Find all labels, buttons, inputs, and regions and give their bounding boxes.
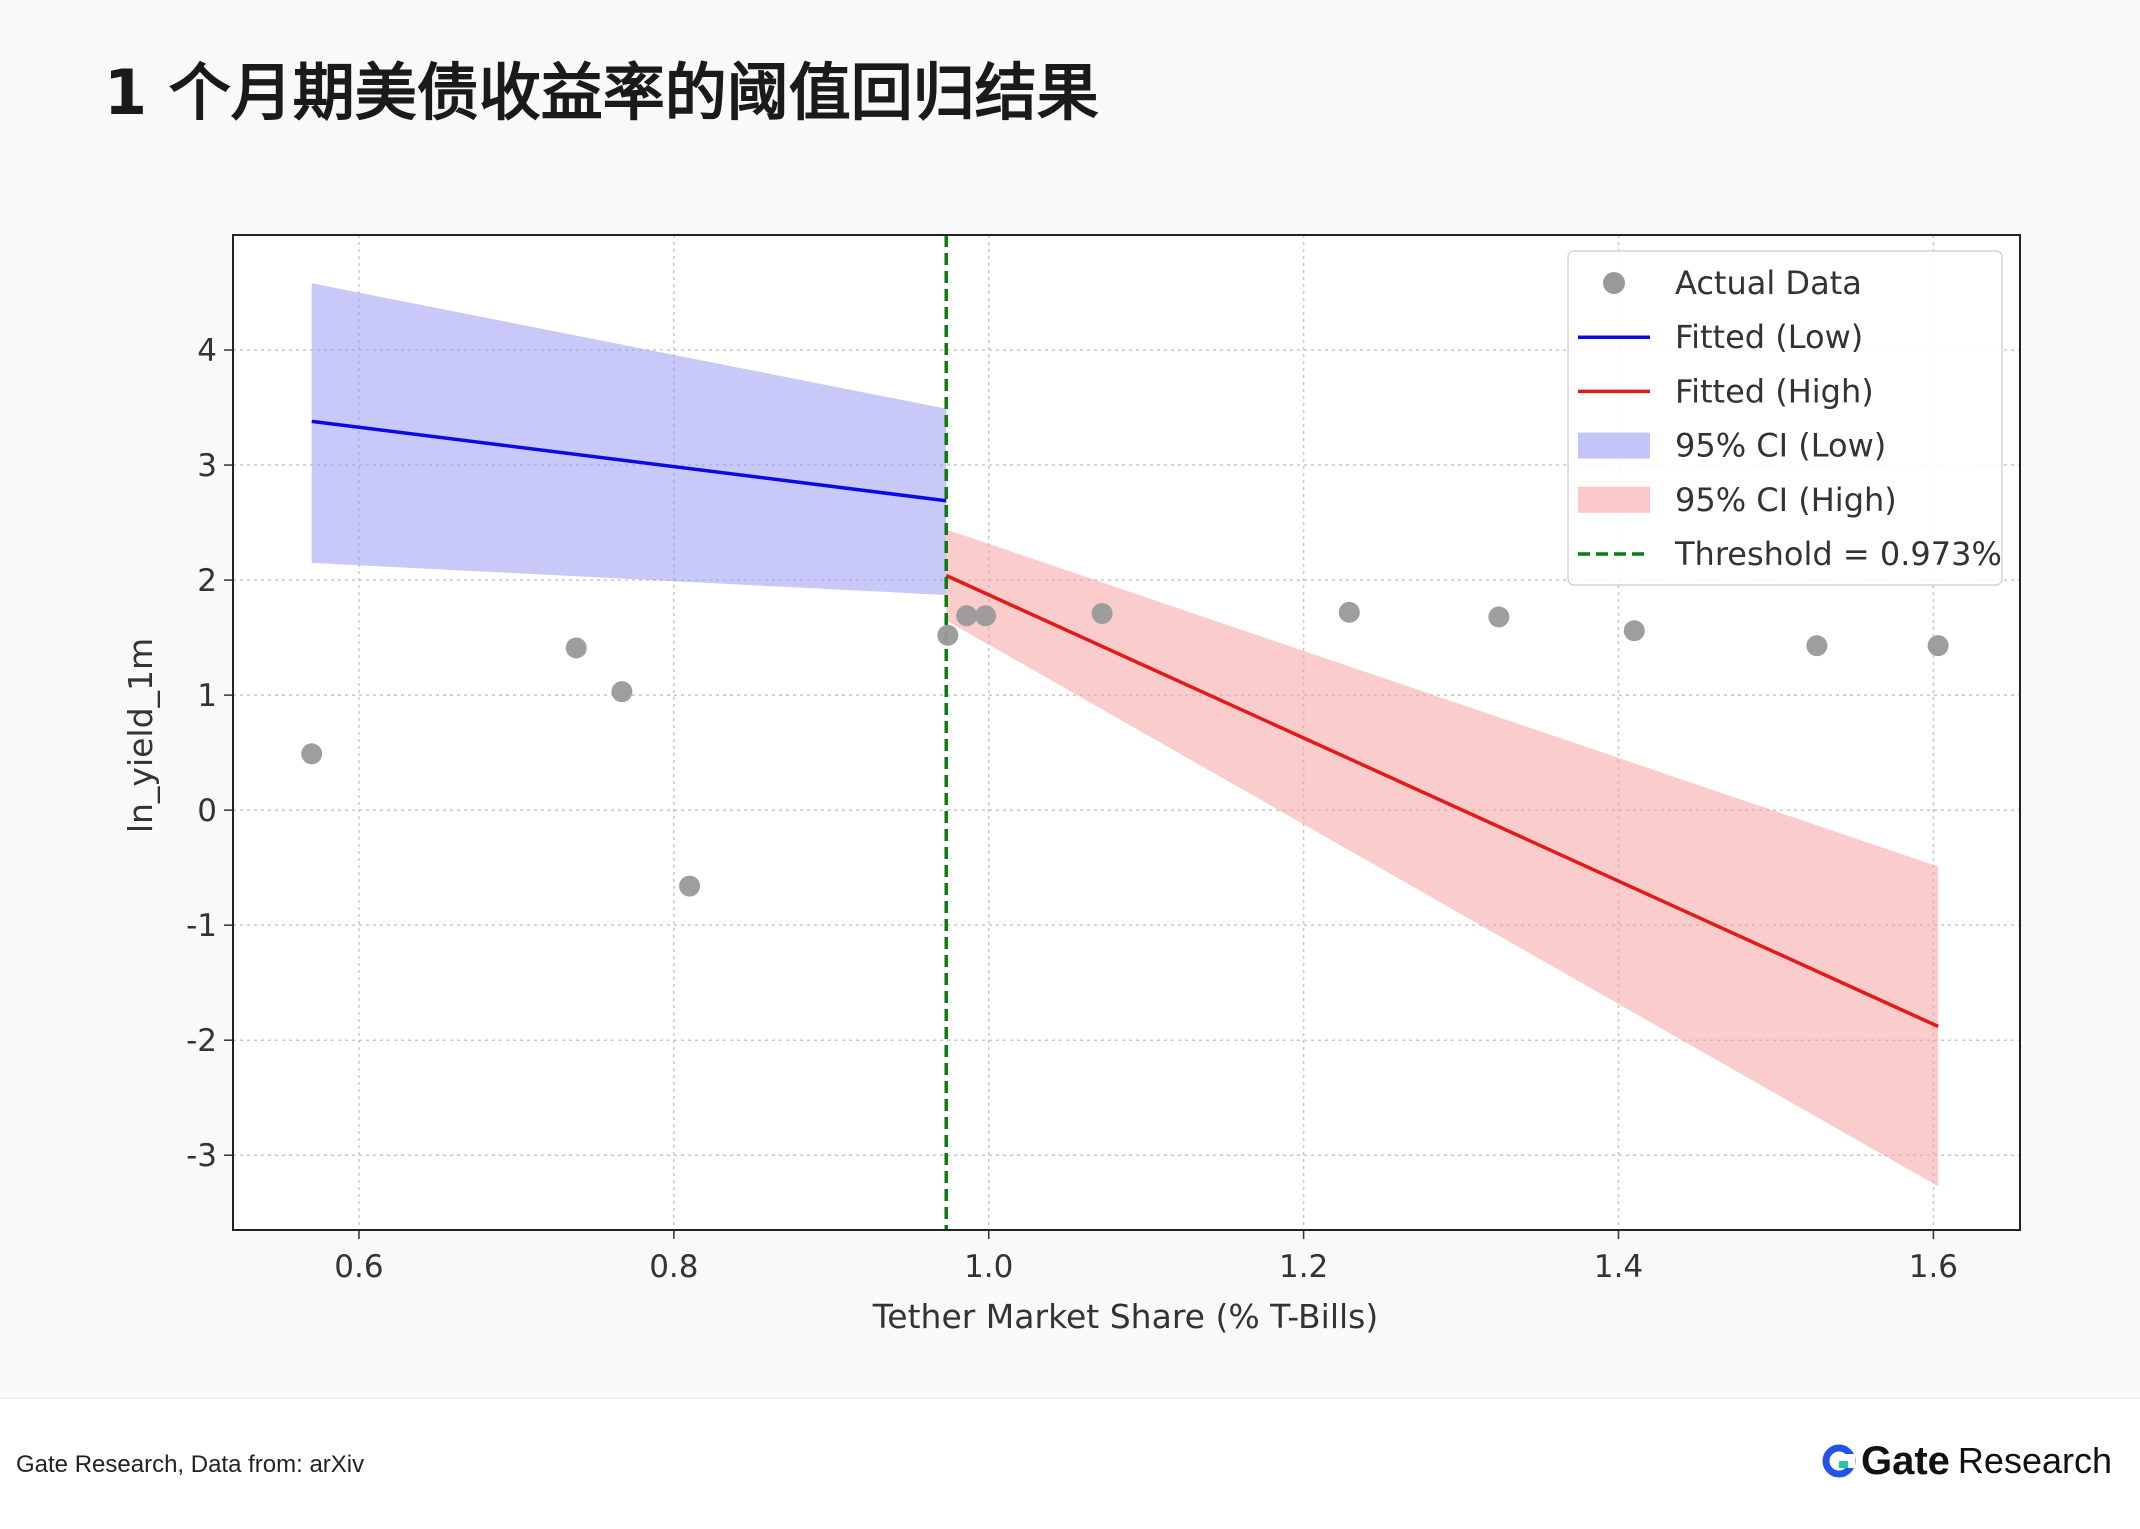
y-tick-label: -3 [186, 1138, 217, 1174]
ci-low-band [311, 283, 947, 596]
y-tick-label: -1 [186, 908, 217, 944]
y-tick-label: 4 [197, 333, 217, 369]
brand-word: Gate [1860, 1438, 1950, 1483]
data-point [975, 605, 997, 627]
legend-label: Fitted (Low) [1675, 318, 1863, 356]
gate-logo-icon [1822, 1444, 1856, 1478]
legend-label: Threshold = 0.973% [1674, 535, 2002, 573]
x-axis-label: Tether Market Share (% T-Bills) [872, 1297, 1379, 1336]
data-point [611, 681, 633, 703]
legend-label: 95% CI (Low) [1675, 427, 1886, 465]
legend-label: Actual Data [1675, 264, 1862, 302]
data-point [1338, 601, 1360, 623]
legend-box [1567, 250, 2003, 586]
data-point [1488, 606, 1510, 628]
y-axis-label: ln_yield_1m [121, 638, 160, 833]
legend-marker-ci-low [1578, 432, 1650, 459]
x-tick-label: 1.2 [1279, 1249, 1328, 1285]
data-point [1927, 635, 1949, 657]
fitted-low-line [311, 419, 947, 503]
footer: Gate Research, Data from: arXiv Gate Res… [0, 1398, 2140, 1529]
y-tick-label: 0 [197, 793, 217, 829]
data-point [679, 875, 701, 897]
x-tick-label: 1.6 [1909, 1249, 1958, 1285]
y-tick-label: -2 [186, 1023, 217, 1059]
x-tick-label: 0.8 [649, 1249, 698, 1285]
page-title: 1 个月期美债收益率的阈值回归结果 [104, 56, 1099, 129]
data-point [1623, 620, 1645, 642]
data-point [1091, 602, 1113, 624]
legend-marker-actual [1603, 272, 1625, 294]
fitted-high-line [945, 573, 1939, 1028]
legend-marker-ci-high [1578, 486, 1650, 513]
x-tick-label: 0.6 [334, 1249, 383, 1285]
ci-high-band [946, 529, 1939, 1187]
data-point [956, 605, 978, 627]
threshold-regression-chart: 0.6 0.8 1.0 1.2 1.4 1.6 4 3 2 1 0 -1 -2 -3 Tether Mark… [121, 234, 2021, 1336]
data-point [301, 743, 323, 765]
y-tick-label: 1 [197, 678, 217, 714]
y-tick-label: 2 [197, 563, 217, 599]
x-tick-label: 1.4 [1594, 1249, 1643, 1285]
data-point [937, 624, 959, 646]
source-note: Gate Research, Data from: arXiv [16, 1451, 365, 1478]
brand-logo: Gate Research [1821, 1431, 2112, 1491]
legend-label: Fitted (High) [1675, 372, 1874, 410]
data-point [565, 637, 587, 659]
brand-sub: Research [1957, 1440, 2112, 1481]
y-tick-label: 3 [197, 448, 217, 484]
legend-label: 95% CI (High) [1675, 481, 1897, 519]
plot-frame [232, 234, 2021, 1231]
data-point [1806, 635, 1828, 657]
x-tick-label: 1.0 [964, 1249, 1013, 1285]
